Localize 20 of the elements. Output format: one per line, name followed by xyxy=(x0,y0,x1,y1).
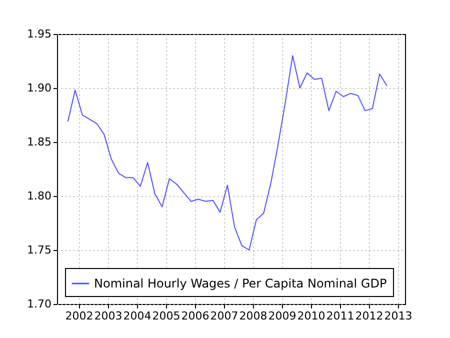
x-tick-label: 2013 xyxy=(384,310,412,322)
y-tick-label: 1.85 xyxy=(27,136,52,148)
x-tick-label: 2004 xyxy=(123,310,152,322)
x-tick-label: 2006 xyxy=(181,310,210,322)
x-tick-label: 2010 xyxy=(297,310,326,322)
x-tick-label: 2009 xyxy=(268,310,296,322)
x-tick-label: 2002 xyxy=(65,310,94,322)
legend-label: Nominal Hourly Wages / Per Capita Nominal GDP xyxy=(94,276,387,290)
y-tick-label: 1.80 xyxy=(27,190,52,202)
x-tick-label: 2003 xyxy=(94,310,122,322)
x-tick-label: 2007 xyxy=(210,310,238,322)
y-tick-label: 1.75 xyxy=(27,244,52,256)
y-tick-label: 1.70 xyxy=(27,298,52,310)
x-tick-label: 2008 xyxy=(239,310,268,322)
x-tick-label: 2005 xyxy=(152,310,180,322)
y-tick-label: 1.90 xyxy=(27,82,52,94)
x-tick-label: 2011 xyxy=(326,310,354,322)
y-tick-label: 1.95 xyxy=(27,28,52,40)
line-series xyxy=(67,55,388,250)
x-tick-label: 2012 xyxy=(355,310,384,322)
